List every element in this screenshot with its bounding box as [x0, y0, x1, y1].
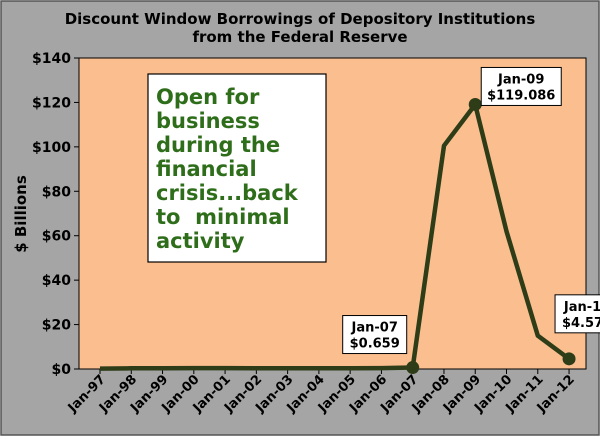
callout-box	[554, 294, 600, 334]
annotation-box: Open for business during the financial c…	[147, 73, 327, 263]
y-tick-label: $0	[52, 362, 72, 378]
callout-value-label: $4.579	[562, 316, 600, 331]
annotation-line-5: crisis...back	[156, 181, 299, 205]
point-callouts: Jan-07$0.659 Jan-09$119.086 Jan-12$4.579	[342, 66, 600, 355]
y-tick-label: $20	[42, 318, 71, 334]
annotation-line-1: Open for	[156, 85, 260, 109]
callout-date-label: Jan-09	[497, 72, 544, 87]
y-axis-label: $ Billions	[12, 175, 30, 253]
annotation-line-3: during the	[156, 133, 280, 157]
callout-date-label: Jan-07	[351, 321, 398, 336]
data-markers	[406, 97, 576, 375]
callout-value-label: $0.659	[350, 337, 400, 352]
chart-title-line1: Discount Window Borrowings of Depository…	[65, 10, 536, 28]
chart-title-line2: from the Federal Reserve	[192, 28, 407, 46]
y-tick-label: $40	[42, 273, 71, 289]
y-tick-label: $100	[32, 140, 71, 156]
annotation-line-2: business	[156, 109, 260, 133]
callout-box	[342, 315, 408, 355]
annotation-line-4: financial	[156, 157, 257, 181]
annotation-line-6: to minimal	[156, 205, 290, 229]
y-tick-label: $120	[32, 95, 71, 111]
callout-box	[480, 66, 562, 106]
series-line	[99, 102, 571, 371]
data-marker-point	[406, 361, 420, 375]
callout-value-label: $119.086	[487, 88, 555, 103]
series-line-group	[99, 102, 571, 371]
data-marker-point	[468, 97, 482, 111]
y-tick-label: $80	[42, 184, 71, 200]
callout-date-label: Jan-12	[563, 300, 600, 315]
data-marker-point	[562, 352, 576, 366]
y-axis-ticks: $0 $20 $40 $60 $80 $100 $120 $140	[32, 51, 79, 378]
y-tick-label: $60	[42, 229, 71, 245]
annotation-line-7: activity	[156, 229, 245, 253]
y-tick-label: $140	[32, 51, 71, 67]
